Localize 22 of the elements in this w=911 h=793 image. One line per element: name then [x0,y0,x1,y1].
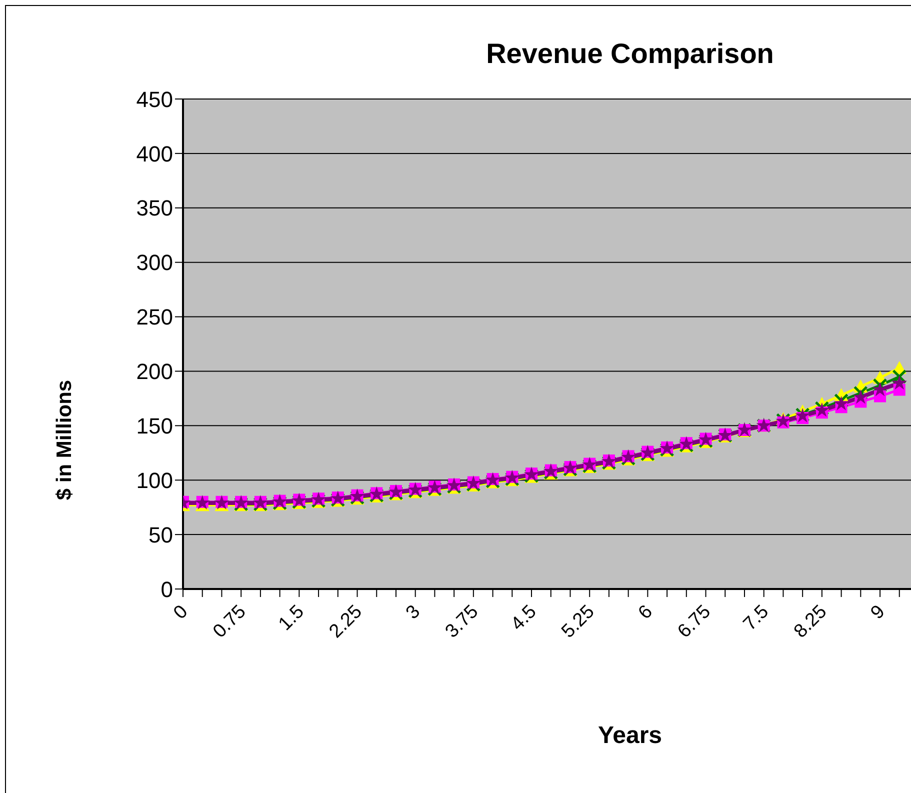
y-tick-label: 400 [136,141,173,166]
y-tick-label: 300 [136,250,173,276]
y-tick-label: 200 [136,359,173,384]
x-tick-label: 6 [634,601,657,624]
y-tick-label: 150 [136,413,173,438]
y-tick-label: 350 [136,196,173,221]
x-tick-label: 7.5 [740,601,774,635]
y-tick-label: 0 [160,576,173,602]
chart-title: Revenue Comparison [485,38,775,70]
y-tick-label: 250 [136,304,173,330]
x-tick-label: 3 [402,601,425,624]
y-tick-label: 100 [136,468,173,493]
y-tick-label: 450 [136,86,173,112]
x-tick-label: 0.75 [209,601,250,642]
x-tick-label: 4.5 [507,601,541,635]
x-tick-label: 6.75 [674,601,715,642]
x-tick-label: 1.5 [274,601,308,635]
y-axis-title: $ in Millions [53,380,77,500]
x-tick-label: 9 [866,601,890,624]
x-axis-title: Years [596,722,664,750]
y-tick-label: 50 [148,522,173,548]
x-tick-label: 0 [170,601,192,624]
